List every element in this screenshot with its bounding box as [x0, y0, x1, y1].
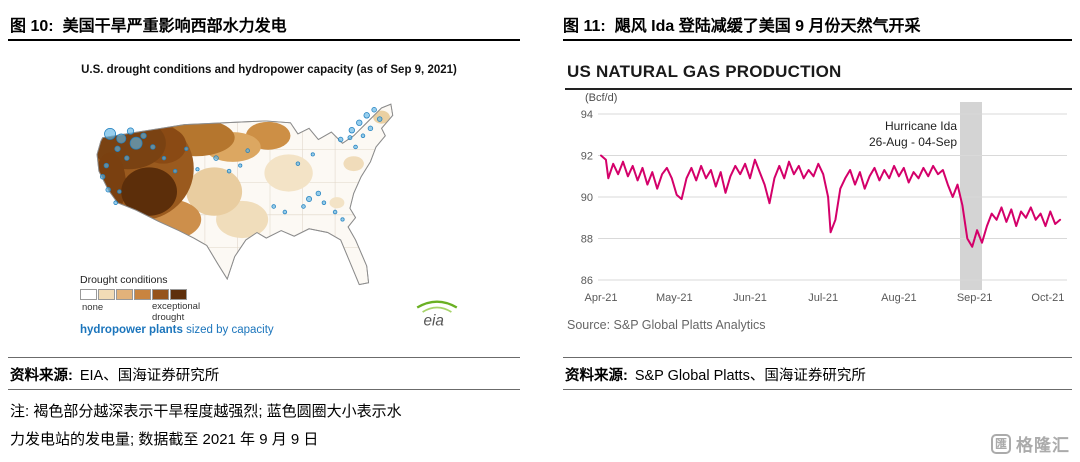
- chart-title: US NATURAL GAS PRODUCTION: [567, 62, 842, 81]
- eia-logo: eia: [416, 300, 458, 330]
- y-tick-label: 92: [581, 151, 593, 163]
- figure11-title: 图 11: 飓风 Ida 登陆减缓了美国 9 月份天然气开采: [563, 12, 921, 36]
- legend-label-none: none: [82, 302, 104, 313]
- x-tick-label: Oct-21: [1031, 292, 1064, 304]
- right-source-rule-bottom: [563, 389, 1072, 390]
- figure11-title-rule: [563, 39, 1072, 41]
- drought-legend-swatch: [170, 289, 187, 300]
- left-source-rule-bottom: [8, 389, 520, 390]
- x-tick-label: Sep-21: [957, 292, 992, 304]
- drought-legend-swatch: [134, 289, 151, 300]
- figure10-title-rule: [8, 39, 520, 41]
- drought-legend-swatches: [80, 289, 188, 300]
- figure10-title: 图 10: 美国干旱严重影响西部水力发电: [10, 12, 287, 36]
- drought-map-figure: U.S. drought conditions and hydropower c…: [70, 56, 470, 352]
- gelonghui-logo-icon: 匯: [991, 433, 1011, 454]
- drought-legend-swatch: [116, 289, 133, 300]
- y-axis-unit: (Bcf/d): [585, 92, 618, 104]
- drought-legend: Drought conditions none exceptional drou…: [80, 274, 200, 324]
- us-drought-map: [96, 103, 394, 286]
- note-line-1: 注: 褐色部分越深表示干旱程度越强烈; 蓝色圆圈大小表示水: [10, 403, 402, 420]
- right-source-rule-top: [563, 357, 1072, 358]
- drought-legend-swatch: [80, 289, 97, 300]
- hydropower-legend-label: hydropower plants sized by capacity: [80, 324, 274, 336]
- gas-production-chart: US NATURAL GAS PRODUCTION (Bcf/d) 94 92 90…: [565, 56, 1072, 352]
- drought-legend-labels: none exceptional drought: [80, 300, 200, 324]
- legend-label-exceptional-drought: exceptional drought: [152, 301, 201, 323]
- hurricane-ida-band: [960, 102, 982, 290]
- figure11-source: 资料来源: S&P Global Platts、国海证券研究所: [565, 368, 866, 384]
- x-tick-label: May-21: [656, 292, 693, 304]
- figure10-title-text: 美国干旱严重影响西部水力发电: [62, 18, 287, 35]
- gas-production-line: [600, 154, 1062, 248]
- note-line-2: 力发电站的发电量; 数据截至 2021 年 9 月 9 日: [10, 431, 319, 448]
- y-tick-label: 90: [581, 192, 593, 204]
- drought-legend-title: Drought conditions: [80, 274, 168, 286]
- figure10-source: 资料来源: EIA、国海证券研究所: [10, 368, 220, 384]
- x-tick-label: Apr-21: [584, 292, 617, 304]
- drought-legend-swatch: [152, 289, 169, 300]
- eia-logo-text: eia: [424, 313, 444, 330]
- hydropower-plant-circles: [99, 107, 383, 222]
- y-tick-label: 88: [581, 234, 593, 246]
- y-tick-label: 86: [581, 275, 593, 287]
- hurricane-ida-annotation: Hurricane Ida 26-Aug - 04-Sep: [868, 119, 957, 150]
- chart-title-rule: [565, 88, 1072, 90]
- figure11-title-text: 飓风 Ida 登陆减缓了美国 9 月份天然气开采: [614, 18, 921, 35]
- y-tick-label: 94: [581, 109, 593, 121]
- left-source-rule-top: [8, 357, 520, 358]
- map-title: U.S. drought conditions and hydropower c…: [81, 64, 457, 76]
- us-outline-stroke: [96, 103, 394, 286]
- drought-legend-swatch: [98, 289, 115, 300]
- chart-source: Source: S&P Global Platts Analytics: [567, 318, 766, 332]
- figure11-label: 图 11:: [563, 18, 606, 35]
- gelonghui-watermark: 匯 格隆汇: [991, 431, 1070, 456]
- x-tick-label: Aug-21: [881, 292, 916, 304]
- figure10-label: 图 10:: [10, 18, 54, 35]
- figure10-note: 注: 褐色部分越深表示干旱程度越强烈; 蓝色圆圈大小表示水 力发电站的发电量; …: [10, 398, 402, 454]
- x-tick-label: Jun-21: [733, 292, 767, 304]
- x-tick-label: Jul-21: [808, 292, 838, 304]
- gas-line-chart-plot: 94 92 90 88 86 Apr-21 May-21 Jun-21 Jul-21 Aug-21…: [581, 102, 1067, 304]
- gelonghui-logo-text: 格隆汇: [1016, 436, 1070, 455]
